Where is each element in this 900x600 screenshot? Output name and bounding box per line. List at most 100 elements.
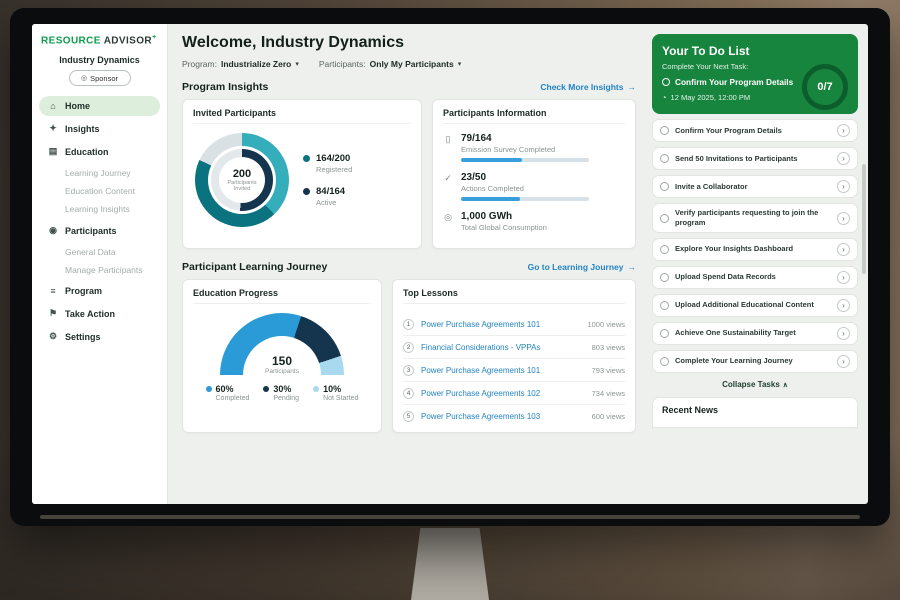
legend-completed: 60% Completed: [205, 384, 250, 402]
nav-label: Program: [65, 286, 103, 297]
card-title: Participants Information: [443, 108, 625, 124]
lesson-rank: 4: [403, 387, 414, 399]
task-label: Send 50 Invitations to Participants: [675, 153, 798, 163]
top-lessons-card: Top Lessons 1 Power Purchase Agreements …: [392, 279, 636, 433]
task-item-upload-spend-data[interactable]: Upload Spend Data Records ›: [652, 265, 858, 289]
sidebar-item-education[interactable]: ▤ Education: [39, 141, 160, 162]
lesson-link[interactable]: Power Purchase Agreements 101: [421, 319, 541, 329]
go-to-learning-journey-link[interactable]: Go to Learning Journey →: [528, 262, 636, 272]
task-checkbox[interactable]: [660, 182, 669, 192]
learning-journey-section-head: Participant Learning Journey Go to Learn…: [182, 261, 636, 273]
stat-global-consumption: ◎ 1,000 GWh Total Global Consumption: [443, 211, 625, 232]
sidebar-item-insights[interactable]: ✦ Insights: [39, 118, 160, 139]
todo-summary-card: Your To Do List Complete Your Next Task:…: [652, 34, 858, 115]
sponsor-person-icon: ◎: [80, 75, 88, 83]
task-checkbox[interactable]: [660, 213, 669, 223]
legend-value: 164/200: [316, 153, 351, 164]
task-item-confirm-program[interactable]: Confirm Your Program Details ›: [652, 119, 858, 143]
sidebar: RESOURCE ADVISOR+ Industry Dynamics ◎ Sp…: [32, 24, 168, 504]
task-label: Upload Additional Educational Content: [675, 300, 814, 310]
program-icon: ≡: [50, 286, 56, 297]
lesson-link[interactable]: Power Purchase Agreements 103: [421, 411, 541, 421]
task-item-explore-insights[interactable]: Explore Your Insights Dashboard ›: [652, 237, 858, 261]
task-chevron-button[interactable]: ›: [837, 270, 850, 284]
task-chevron-button[interactable]: ›: [837, 298, 850, 312]
task-label: Upload Spend Data Records: [675, 272, 776, 282]
task-chevron-button[interactable]: ›: [837, 326, 850, 340]
home-icon: ⌂: [50, 101, 56, 112]
program-value: Industrialize Zero: [220, 59, 292, 69]
todo-progress-value: 0/7: [817, 81, 833, 93]
task-label: Complete Your Learning Journey: [675, 356, 793, 366]
screen: RESOURCE ADVISOR+ Industry Dynamics ◎ Sp…: [32, 24, 868, 504]
sidebar-item-participants[interactable]: ◉ Participants: [39, 220, 160, 241]
sidebar-item-home[interactable]: ⌂ Home: [39, 96, 160, 117]
arrow-right-icon: →: [627, 262, 637, 272]
monitor-bezel: RESOURCE ADVISOR+ Industry Dynamics ◎ Sp…: [10, 8, 890, 526]
sidebar-item-learning-insights[interactable]: Learning Insights: [65, 204, 130, 215]
task-checkbox[interactable]: [660, 126, 669, 136]
scrollbar[interactable]: [862, 164, 866, 274]
lesson-row: 5 Power Purchase Agreements 103 600 view…: [403, 404, 625, 427]
task-chevron-button[interactable]: ›: [837, 124, 850, 138]
stat-label: Total Global Consumption: [461, 223, 547, 232]
sidebar-item-education-content[interactable]: Education Content: [65, 186, 135, 197]
task-item-send-invitations[interactable]: Send 50 Invitations to Participants ›: [652, 147, 858, 171]
lesson-link[interactable]: Power Purchase Agreements 101: [421, 365, 541, 375]
task-chevron-button[interactable]: ›: [837, 242, 850, 256]
task-chevron-button[interactable]: ›: [837, 211, 850, 225]
due-label: 12 May 2025, 12:00 PM: [670, 93, 751, 103]
lesson-views: 1000 views: [587, 319, 625, 329]
nav-label: Take Action: [65, 308, 116, 319]
participants-dropdown[interactable]: Participants: Only My Participants ▾: [319, 59, 461, 69]
take-action-icon: ⚑: [48, 308, 58, 319]
sidebar-item-take-action[interactable]: ⚑ Take Action: [39, 303, 160, 324]
section-title-program-insights: Program Insights: [182, 81, 269, 93]
program-dropdown[interactable]: Program: Industrialize Zero ▾: [182, 59, 299, 69]
lesson-row: 1 Power Purchase Agreements 101 1000 vie…: [403, 313, 625, 335]
task-item-invite-collaborator[interactable]: Invite a Collaborator ›: [652, 175, 858, 199]
todo-next-task: Confirm Your Program Details: [662, 77, 802, 87]
lesson-rank: 5: [403, 410, 414, 422]
task-checkbox[interactable]: [660, 356, 669, 366]
logo-plus: +: [152, 34, 157, 41]
task-item-complete-learning-journey[interactable]: Complete Your Learning Journey ›: [652, 349, 858, 373]
program-insights-section-head: Program Insights Check More Insights →: [182, 81, 636, 93]
sidebar-item-general-data[interactable]: General Data: [65, 247, 116, 258]
task-item-achieve-target[interactable]: Achieve One Sustainability Target ›: [652, 321, 858, 345]
sidebar-item-settings[interactable]: ⚙ Settings: [39, 326, 160, 347]
legend-label: Completed: [215, 395, 250, 402]
task-checkbox[interactable]: [660, 154, 669, 164]
sidebar-item-program[interactable]: ≡ Program: [39, 281, 160, 301]
legend-value: 10%: [323, 384, 342, 394]
sidebar-item-manage-participants[interactable]: Manage Participants: [65, 265, 143, 276]
recent-news-title: Recent News: [662, 404, 719, 415]
task-chevron-button[interactable]: ›: [837, 354, 850, 368]
collapse-tasks-link[interactable]: Collapse Tasks ∧: [652, 380, 858, 389]
check-more-insights-link[interactable]: Check More Insights →: [540, 82, 636, 92]
sidebar-item-learning-journey[interactable]: Learning Journey: [65, 168, 131, 179]
lesson-rank: 3: [403, 364, 414, 376]
nav-label: Education: [65, 146, 109, 157]
section-title-learning-journey: Participant Learning Journey: [182, 261, 328, 273]
task-checkbox[interactable]: [660, 244, 669, 254]
task-label: Confirm Your Program Details: [675, 125, 782, 135]
task-chevron-button[interactable]: ›: [837, 152, 850, 166]
lesson-link[interactable]: Financial Considerations - VPPAs: [421, 342, 541, 352]
todo-panel: Your To Do List Complete Your Next Task:…: [648, 24, 868, 504]
task-checkbox[interactable]: [660, 272, 669, 282]
donut-hole: 200 Participants Invited: [208, 146, 276, 214]
lesson-link[interactable]: Power Purchase Agreements 102: [421, 388, 541, 398]
task-label: Achieve One Sustainability Target: [675, 328, 796, 338]
task-label: Verify participants requesting to join t…: [675, 208, 819, 228]
task-checkbox[interactable]: [660, 300, 669, 310]
invited-participants-card: Invited Participants 200 Participants In…: [182, 99, 422, 249]
task-item-verify-participants[interactable]: Verify participants requesting to join t…: [652, 203, 858, 233]
task-chevron-button[interactable]: ›: [837, 180, 850, 194]
legend-label: Not Started: [323, 395, 359, 402]
legend-value: 60%: [215, 384, 234, 394]
task-checkbox[interactable]: [660, 328, 669, 338]
lesson-views: 734 views: [591, 388, 625, 398]
task-item-upload-educational-content[interactable]: Upload Additional Educational Content ›: [652, 293, 858, 317]
nav-label: Insights: [65, 123, 100, 134]
